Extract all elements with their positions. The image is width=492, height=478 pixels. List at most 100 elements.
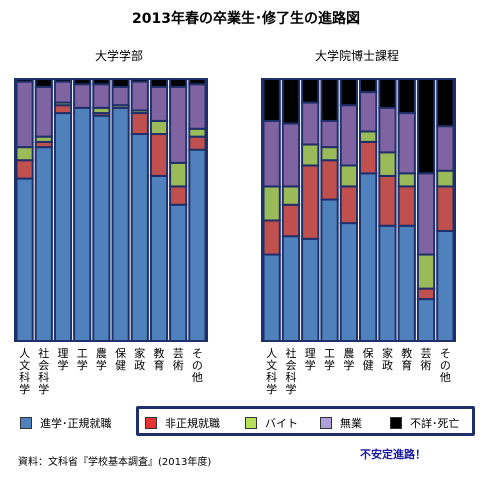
- bar-doctoral-9-parttime: [436, 169, 455, 188]
- bar-undergraduate-1-advance: [34, 146, 53, 342]
- bar-doctoral-7-unknown: [397, 78, 416, 115]
- bar-undergraduate-9-advance: [188, 148, 207, 342]
- category-label-doctoral-1: 社会科学: [285, 347, 297, 396]
- bar-doctoral-8-advance: [416, 298, 436, 342]
- bar-doctoral-3-parttime: [320, 146, 339, 162]
- bar-doctoral-2-advance: [301, 237, 320, 343]
- bar-doctoral-5-parttime: [359, 130, 378, 143]
- bar-undergraduate-2-advance: [53, 112, 73, 342]
- bar-doctoral-0-advance: [262, 253, 281, 342]
- bar-doctoral-7-nonregular: [397, 185, 416, 227]
- bar-undergraduate-7-advance: [149, 174, 169, 342]
- bar-doctoral-6-unknown: [378, 78, 397, 109]
- bar-doctoral-1-unemployed: [281, 122, 301, 188]
- bar-undergraduate-9-unemployed: [188, 83, 207, 130]
- bar-undergraduate-5-unknown: [111, 78, 130, 88]
- bar-doctoral-7-unemployed: [397, 112, 416, 175]
- bar-doctoral-4-unemployed: [339, 104, 359, 167]
- bar-undergraduate-2-unemployed: [53, 80, 73, 104]
- bar-doctoral-8-unemployed: [416, 172, 436, 256]
- category-label-doctoral-6: 家政: [381, 347, 393, 372]
- bar-doctoral-9-unemployed: [436, 125, 455, 172]
- bar-doctoral-8-nonregular: [416, 287, 436, 301]
- bar-undergraduate-4-advance: [92, 114, 111, 343]
- bar-undergraduate-0-parttime: [15, 146, 34, 162]
- bar-undergraduate-3-advance: [73, 106, 92, 342]
- legend-swatch-unknown: [390, 417, 402, 429]
- bar-undergraduate-1-unemployed: [34, 85, 53, 138]
- unstable-legend-box: [136, 406, 475, 436]
- bar-doctoral-5-nonregular: [359, 140, 378, 175]
- category-label-doctoral-8: 芸術: [420, 347, 432, 372]
- bar-doctoral-2-parttime: [301, 143, 320, 167]
- bar-doctoral-1-parttime: [281, 185, 301, 206]
- category-label-doctoral-9: その他: [439, 347, 451, 384]
- category-label-undergraduate-8: 芸術: [172, 347, 184, 372]
- category-label-undergraduate-7: 教育: [153, 347, 165, 372]
- category-label-undergraduate-6: 家政: [134, 347, 146, 372]
- bar-undergraduate-6-nonregular: [130, 112, 149, 136]
- chart-title: 2013年春の卒業生･修了生の進路図: [132, 11, 360, 27]
- category-label-doctoral-5: 保健: [362, 347, 374, 372]
- bar-undergraduate-7-nonregular: [149, 133, 169, 177]
- category-label-doctoral-4: 農学: [343, 347, 355, 372]
- bar-undergraduate-3-unknown: [73, 78, 92, 86]
- legend-label-advance: 進学･正規就職: [40, 417, 112, 430]
- legend-item-unknown: 不詳･死亡: [390, 415, 460, 431]
- bar-doctoral-7-parttime: [397, 172, 416, 188]
- bar-undergraduate-4-unknown: [92, 78, 111, 86]
- bar-undergraduate-6-advance: [130, 133, 149, 342]
- bar-undergraduate-1-unknown: [34, 78, 53, 88]
- bar-doctoral-0-nonregular: [262, 219, 281, 256]
- bar-undergraduate-9-nonregular: [188, 135, 207, 151]
- category-label-undergraduate-5: 保健: [115, 347, 127, 372]
- unstable-note: 不安定進路！: [360, 448, 426, 461]
- bar-doctoral-1-nonregular: [281, 203, 301, 238]
- bar-doctoral-2-unknown: [301, 78, 320, 104]
- bar-undergraduate-8-advance: [169, 203, 188, 342]
- bar-doctoral-1-advance: [281, 235, 301, 342]
- legend-label-unemployed: 無業: [340, 417, 362, 430]
- bar-undergraduate-5-advance: [111, 106, 130, 342]
- legend-label-parttime: バイト: [265, 417, 298, 430]
- category-label-undergraduate-4: 農学: [95, 347, 107, 372]
- bar-undergraduate-8-parttime: [169, 161, 188, 188]
- bar-undergraduate-8-unknown: [169, 78, 188, 88]
- category-label-doctoral-0: 人文科学: [266, 347, 278, 396]
- bar-undergraduate-4-unemployed: [92, 83, 111, 109]
- bar-undergraduate-0-advance: [15, 177, 34, 342]
- bar-undergraduate-9-parttime: [188, 127, 207, 138]
- category-label-undergraduate-1: 社会科学: [38, 347, 50, 396]
- bar-doctoral-6-unemployed: [378, 106, 397, 154]
- legend-item-advance: 進学･正規就職: [20, 415, 112, 431]
- bar-doctoral-4-nonregular: [339, 185, 359, 225]
- bar-doctoral-3-unknown: [320, 78, 339, 122]
- bar-doctoral-9-advance: [436, 229, 455, 343]
- bar-undergraduate-7-unknown: [149, 78, 169, 88]
- category-label-undergraduate-3: 工学: [76, 347, 88, 372]
- bar-doctoral-9-nonregular: [436, 185, 455, 232]
- bar-doctoral-7-advance: [397, 224, 416, 342]
- legend-label-nonregular: 非正規就職: [165, 417, 220, 430]
- panel-title-doctoral: 大学院博士課程: [315, 49, 400, 63]
- bar-doctoral-0-unknown: [262, 78, 281, 122]
- bar-doctoral-3-advance: [320, 198, 339, 342]
- bar-doctoral-5-unknown: [359, 78, 378, 94]
- legend-label-unknown: 不詳･死亡: [410, 417, 460, 430]
- category-label-undergraduate-0: 人文科学: [19, 347, 31, 396]
- bar-undergraduate-0-nonregular: [15, 159, 34, 180]
- bar-doctoral-8-parttime: [416, 253, 436, 290]
- panel-title-undergraduate: 大学学部: [95, 49, 144, 63]
- bar-undergraduate-5-unemployed: [111, 85, 130, 107]
- category-label-doctoral-3: 工学: [324, 347, 336, 372]
- bar-doctoral-0-parttime: [262, 185, 281, 222]
- legend-item-unemployed: 無業: [320, 415, 362, 431]
- bar-doctoral-2-nonregular: [301, 164, 320, 240]
- category-label-doctoral-2: 理学: [304, 347, 316, 372]
- bar-undergraduate-2-unknown: [53, 78, 73, 83]
- legend-item-parttime: バイト: [245, 415, 298, 431]
- legend-swatch-nonregular: [145, 417, 157, 429]
- legend-swatch-unemployed: [320, 417, 332, 429]
- bar-undergraduate-8-nonregular: [169, 185, 188, 206]
- bar-undergraduate-2-nonregular: [53, 104, 73, 115]
